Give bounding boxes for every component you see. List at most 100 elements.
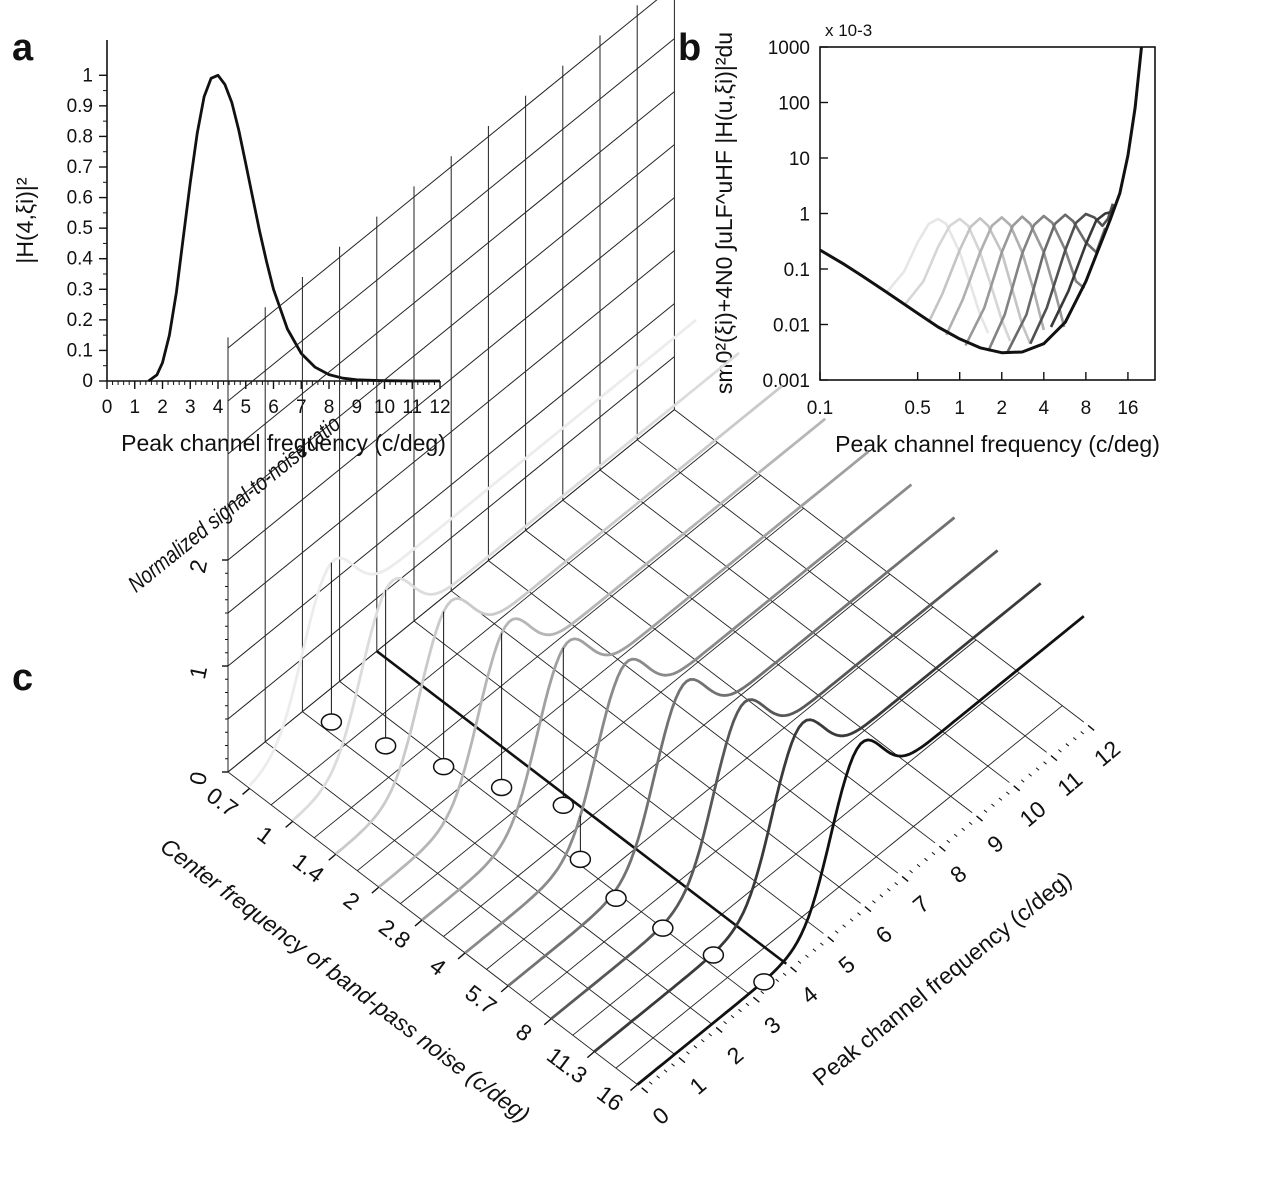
panel-c-noise-tick-label: 1 <box>253 821 279 849</box>
panel-c-peak-minor-tick <box>738 1008 742 1013</box>
panel-c-peak-minor-tick <box>924 857 928 862</box>
panel-c-floor-gridline <box>264 741 675 1055</box>
panel-c-marker <box>652 919 674 937</box>
panel-c-peak-minor-tick <box>753 996 757 1001</box>
panel-c-peak-minor-tick <box>797 960 802 964</box>
panel-b-x-tick-label: 1 <box>954 398 965 419</box>
panel-c-peak-minor-tick <box>1050 755 1055 759</box>
panel-b-chart: 0.1 0.5 1 2 4 8 16 0.001 0.01 0.1 1 10 100 1000 Peak c… <box>711 21 1160 457</box>
panel-c-peak-minor-tick <box>864 906 869 910</box>
panel-b-x-label: Peak channel frequency (c/deg) <box>835 431 1160 457</box>
panel-c-noise-tick <box>457 952 466 960</box>
panel-c-noise-tick-label: 4 <box>425 952 451 981</box>
panel-c-floor-gridline <box>302 711 713 1025</box>
panel-c-peak-minor-tick <box>946 839 951 844</box>
panel-c-floor-gridline <box>339 681 750 995</box>
panel-c-peak-minor-tick <box>953 833 958 838</box>
panel-c-peak-minor-tick <box>827 936 832 940</box>
panel-c-peak-minor-tick <box>648 1081 653 1085</box>
panel-b-series-line <box>903 217 1012 342</box>
panel-a-letter: a <box>12 27 34 69</box>
panel-c-peak-minor-tick <box>894 882 899 886</box>
panel-c-letter: c <box>12 657 33 699</box>
panel-b-series-line <box>987 214 1086 352</box>
panel-b-series-line <box>1029 203 1115 345</box>
panel-a-y-tick-label: 0.7 <box>67 157 93 178</box>
panel-c-series-line <box>378 417 827 889</box>
panel-c-series-line <box>248 319 697 787</box>
panel-c-peak-tick-label: 3 <box>759 1011 786 1039</box>
panel-b-letter: b <box>678 27 701 69</box>
panel-c-marker <box>320 713 343 731</box>
panel-c-peak-minor-tick <box>700 1039 705 1043</box>
panel-c-floor-gridline <box>450 590 861 904</box>
panel-c-noise-tick <box>414 919 423 927</box>
panel-c-floor-gridline <box>562 499 973 814</box>
panel-c-floor-gridline <box>599 469 1010 783</box>
panel-c-peak-minor-tick <box>998 797 1003 801</box>
panel-c-peak-minor-tick <box>686 1051 690 1055</box>
panel-a-x-tick-label: 4 <box>213 397 224 418</box>
panel-c-peak-minor-tick <box>939 845 943 850</box>
panel-a-x-tick-label: 2 <box>157 397 168 418</box>
panel-c-peak-minor-tick <box>782 972 787 976</box>
panel-c-peak-minor-tick <box>723 1021 727 1025</box>
panel-c-peak-tick-label: 12 <box>1089 735 1125 771</box>
panel-a-x-tick-label: 0 <box>102 397 113 418</box>
panel-c-noise-tick-label: 5.7 <box>460 979 501 1019</box>
panel-c-marker <box>432 757 455 776</box>
panel-c-peak-minor-tick <box>872 900 876 904</box>
panel-c-floor-gridline <box>227 771 638 1085</box>
panel-b-y-tick-label: 0.1 <box>784 260 810 281</box>
panel-a-x-tick-label: 1 <box>129 397 140 418</box>
panel-c-peak-minor-tick <box>760 990 765 995</box>
panel-c-noise-tick-label: 16 <box>592 1080 628 1116</box>
panel-c-peak-minor-tick <box>879 894 884 898</box>
panel-c-peak-minor-tick <box>1043 761 1047 765</box>
panel-c-peak-minor-tick <box>849 918 854 922</box>
panel-c-peak-minor-tick <box>790 966 794 970</box>
panel-c-peak-minor-tick <box>1058 749 1062 753</box>
panel-c-peak-minor-tick <box>1072 737 1077 741</box>
panel-c-peak-minor-tick <box>968 821 973 825</box>
panel-c-series-line <box>550 549 999 1020</box>
panel-b-y-label: sm0²(ξi)+4N0 ∫uLF^uHF |H(u,ξi)|²du <box>711 32 737 394</box>
panel-c-noise-tick <box>586 1051 595 1059</box>
panel-c-peak-tick-label: 1 <box>685 1071 712 1099</box>
panel-c-peak-tick-label: 0 <box>647 1102 674 1130</box>
panel-c-peak-minor-tick <box>812 948 817 952</box>
panel-c-peak-minor-tick <box>805 954 809 958</box>
panel-c-peak-minor-tick <box>961 827 966 832</box>
panel-c-peak-minor-tick <box>1087 725 1092 729</box>
panel-c-marker <box>753 973 775 991</box>
panel-c-peak-minor-tick <box>745 1002 750 1007</box>
panel-a-x-tick-label: 10 <box>374 397 395 418</box>
panel-c-wall-gridline <box>227 144 675 508</box>
panel-c-peak-minor-tick <box>901 876 906 880</box>
panel-b-y-tick-label: 1000 <box>768 38 810 59</box>
panel-c-wall-gridline <box>227 303 675 667</box>
panel-c-peak-minor-tick <box>842 924 846 928</box>
panel-c-peak-minor-tick <box>693 1045 698 1049</box>
panel-c-floor-gridline <box>488 560 899 874</box>
panel-b-x-tick-label: 4 <box>1039 398 1050 419</box>
panel-c-peak-tick-label: 11 <box>1052 766 1087 801</box>
panel-c-snr-tick-label: 2 <box>184 557 212 575</box>
panel-c-peak-minor-tick <box>819 942 824 946</box>
panel-c-peak-minor-tick <box>1035 767 1040 771</box>
panel-c-noise-tick <box>500 985 509 993</box>
panel-c-peak-minor-tick <box>976 815 980 819</box>
panel-a-y-tick-label: 0 <box>82 371 93 392</box>
panel-c-wall-gridline <box>227 38 675 402</box>
panel-c-peak-minor-tick <box>775 978 780 983</box>
panel-c-peak-minor-tick <box>886 888 891 892</box>
panel-c-wall-gridline <box>227 250 675 614</box>
panel-c-noise-tick <box>328 853 337 861</box>
panel-c-noise-tick-label: 11.3 <box>542 1042 592 1089</box>
panel-c-floor-gridline <box>525 530 936 844</box>
panel-a-x-label: Peak channel frequency (c/deg) <box>121 430 446 456</box>
panel-a-y-tick-label: 0.5 <box>67 218 93 239</box>
panel-c-marker <box>569 850 592 869</box>
